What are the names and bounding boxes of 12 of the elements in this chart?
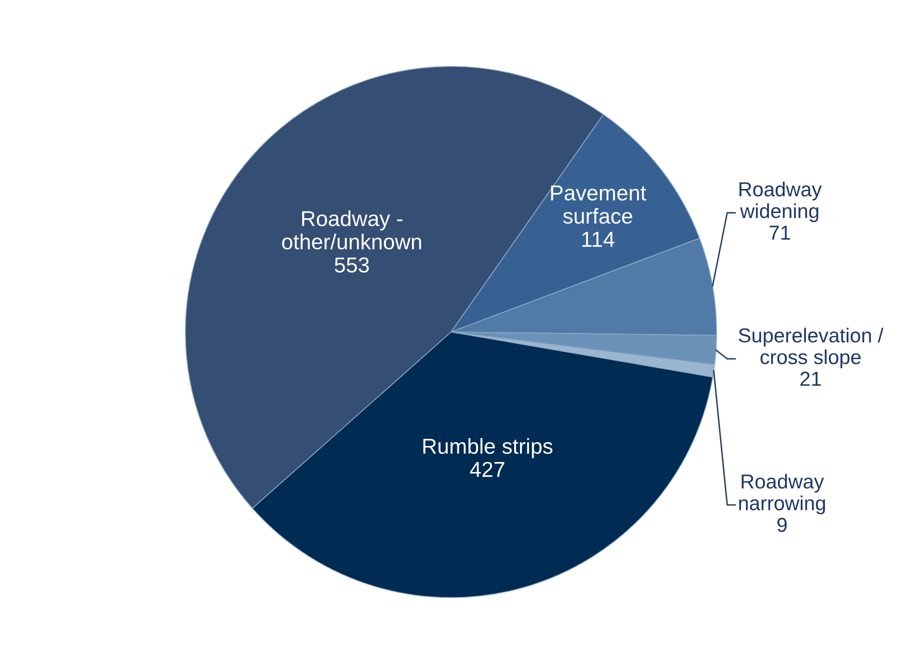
data-label: 9 <box>777 518 787 532</box>
data-label: 21 <box>800 372 821 386</box>
slice-label: Roadway widening <box>740 182 822 222</box>
data-label: 71 <box>770 226 790 240</box>
data-label: 114 <box>582 232 614 247</box>
data-label: 553 <box>334 257 369 273</box>
slice-label: Roadway - other/unknown <box>282 210 422 250</box>
slice-label: Rumble strips <box>423 438 552 458</box>
slice-label: Roadway narrowing <box>739 474 825 514</box>
data-label: 427 <box>470 462 504 477</box>
slice-label: Superelevation / cross slope <box>738 328 884 368</box>
slice-label: Pavement surface <box>551 186 646 224</box>
